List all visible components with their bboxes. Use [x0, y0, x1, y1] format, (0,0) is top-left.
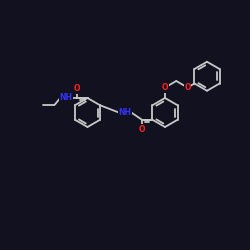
Text: O: O [184, 83, 191, 92]
Text: NH: NH [59, 94, 72, 102]
Text: O: O [162, 83, 168, 92]
Text: O: O [74, 84, 80, 93]
Text: NH: NH [118, 108, 132, 117]
Text: O: O [139, 125, 145, 134]
